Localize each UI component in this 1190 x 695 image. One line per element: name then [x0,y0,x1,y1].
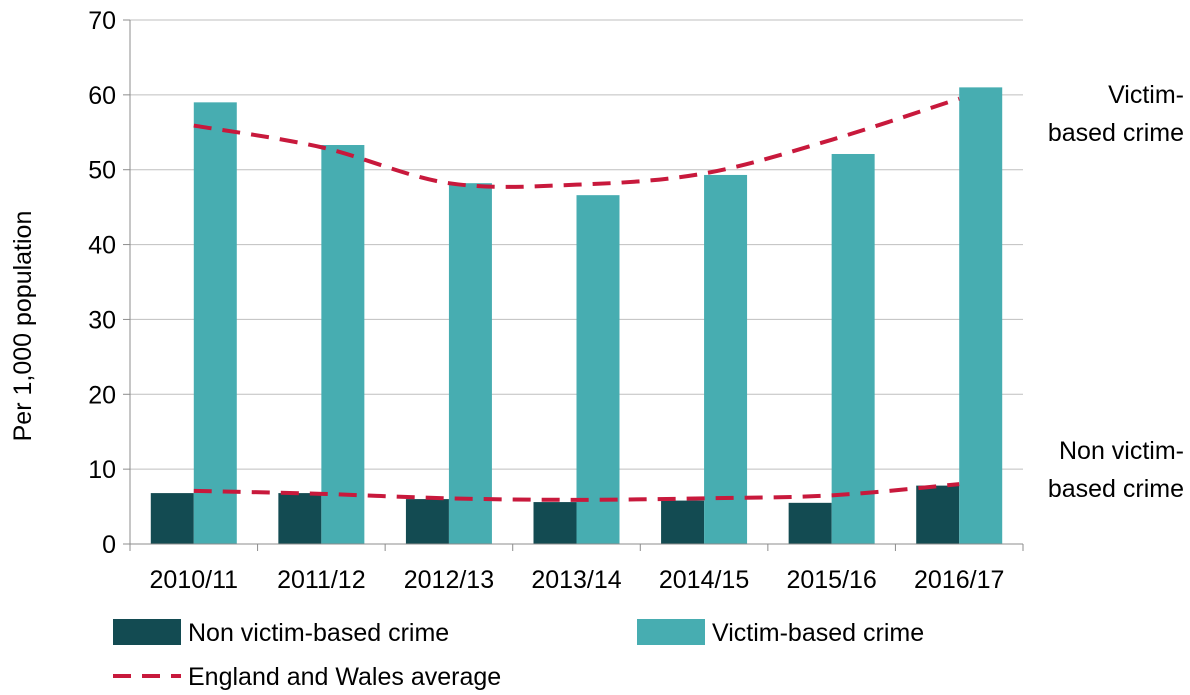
y-tick-label: 40 [88,232,116,260]
bar-victim-based [321,145,365,545]
average-lines [193,96,960,502]
legend-average: England and Wales average [113,663,501,691]
y-tick-label: 10 [88,456,116,484]
bar-non-victim-based [533,502,577,544]
x-tick-label: 2016/17 [914,566,1004,594]
y-tick-label: 0 [102,531,116,559]
bar-victim-based [704,174,748,544]
y-tick-label: 50 [88,157,116,185]
annotation-line: Non victim- [1059,437,1184,465]
y-tick-label: 20 [88,381,116,409]
legend-victim-based: Victim-based crime [637,619,924,647]
y-tick-label: 30 [88,306,116,334]
average-line-victim-based [193,96,960,189]
annotation-line: based crime [1048,475,1184,503]
x-tick-label: 2013/14 [531,566,621,594]
y-tick-label: 60 [88,82,116,110]
bar-victim-based [959,87,1003,544]
x-tick-label: 2014/15 [659,566,749,594]
legend-non-victim-based-swatch [113,619,181,645]
bar-non-victim-based [661,500,705,544]
x-tick-label: 2011/12 [277,566,366,594]
bar-non-victim-based [916,485,960,544]
bar-non-victim-based [405,499,449,544]
bar-victim-based [831,153,875,544]
legend-victim-based-swatch [637,619,705,645]
annotation-line: Victim- [1108,81,1184,109]
y-axis-title: Per 1,000 population [9,211,37,442]
annotation-non-victim-based: Non victim-based crime [1048,437,1184,503]
bar-victim-based [448,183,492,544]
annotation-line: based crime [1048,119,1184,147]
average-line-non-victim-based [193,482,960,502]
annotation-victim-based: Victim-based crime [1048,81,1184,147]
bar-victim-based [576,195,620,544]
bar-non-victim-based [278,493,322,544]
legend-non-victim-based: Non victim-based crime [113,619,449,647]
bar-non-victim-based [150,493,194,544]
y-tick-label: 70 [88,7,116,35]
bar-victim-based [193,102,237,544]
legend-average-label: England and Wales average [188,663,501,691]
legend-non-victim-based-label: Non victim-based crime [188,619,449,647]
legend-victim-based-label: Victim-based crime [712,619,924,647]
axes: 0 10 20 30 40 50 60 70 2010/11 2011/12 2012/13 2013… [88,7,1024,594]
x-tick-label: 2010/11 [150,566,239,594]
bars [150,87,1003,545]
bar-non-victim-based [788,502,832,544]
x-tick-label: 2015/16 [786,566,876,594]
legend: Non victim-based crime Victim-based crime… [113,619,924,691]
x-tick-label: 2012/13 [404,566,494,594]
